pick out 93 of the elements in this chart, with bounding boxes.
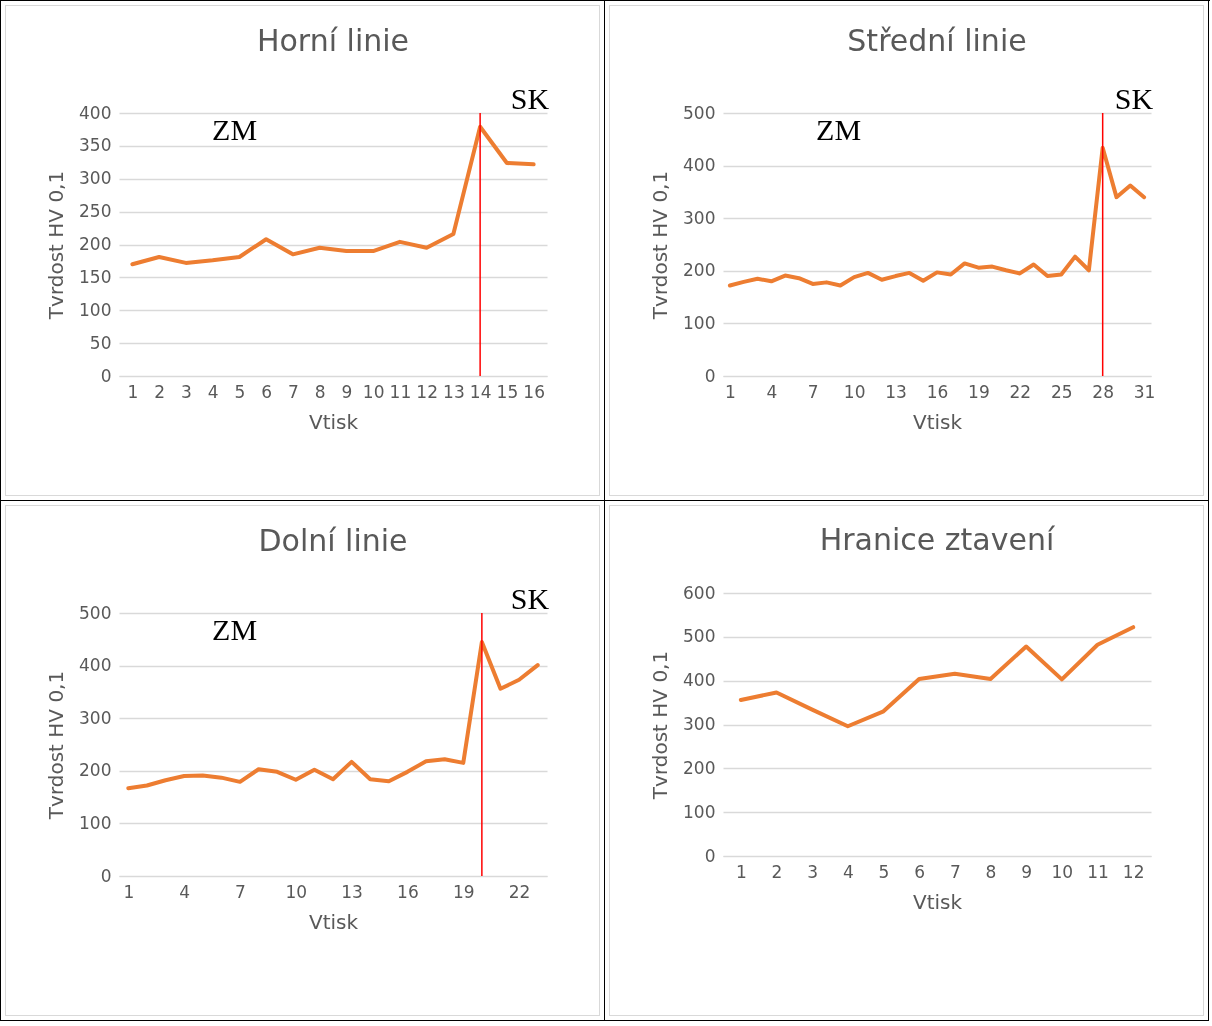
y-tick-label: 150 [79,266,112,287]
x-tick-label: 3 [807,861,819,882]
chart-title: Hranice ztavení [819,522,1056,557]
y-tick-label: 400 [683,155,716,176]
x-tick-label: 22 [1009,381,1032,402]
x-tick-label: 6 [914,861,926,882]
annotation: SK [1114,81,1154,115]
x-tick-label: 3 [180,381,192,402]
x-tick-label: 6 [261,381,273,402]
x-tick-label: 8 [985,861,997,882]
x-tick-label: 4 [207,381,219,402]
y-tick-label: 400 [683,670,716,691]
x-tick-label: 8 [314,381,326,402]
x-tick-label: 10 [843,381,866,402]
annotation: ZM [212,113,258,147]
annotation: SK [510,581,550,615]
x-tick-label: 14 [469,381,492,402]
x-tick-label: 19 [968,381,990,402]
x-tick-label: 10 [1051,861,1074,882]
y-axis-title: Tvrdost HV 0,1 [44,670,69,821]
x-tick-label: 15 [496,381,519,402]
y-tick-label: 500 [79,602,112,623]
y-tick-label: 200 [79,234,112,254]
annotation: ZM [816,113,862,147]
x-tick-label: 1 [724,381,736,402]
y-tick-label: 600 [683,582,716,603]
x-axis-title: Vtisk [308,909,359,934]
x-tick-label: 12 [416,381,438,402]
y-tick-label: 250 [79,201,112,222]
y-tick-label: 300 [683,714,716,734]
y-tick-label: 100 [79,812,112,833]
y-tick-label: 200 [79,760,112,781]
x-tick-label: 5 [234,381,246,402]
x-tick-label: 7 [235,881,246,902]
x-tick-label: 7 [807,381,819,402]
y-tick-label: 350 [79,135,112,156]
y-tick-label: 0 [704,365,716,386]
x-tick-label: 10 [285,881,308,902]
x-tick-label: 1 [127,381,139,402]
x-tick-label: 7 [287,381,299,402]
x-tick-label: 10 [362,381,385,402]
y-tick-label: 200 [683,757,716,778]
x-tick-label: 16 [523,381,545,402]
x-tick-label: 1 [123,881,135,902]
y-tick-label: 100 [683,312,716,333]
x-tick-label: 4 [179,881,191,902]
x-tick-label: 13 [341,881,363,902]
y-tick-label: 400 [79,655,112,676]
x-tick-label: 16 [926,381,949,402]
y-tick-label: 100 [79,299,112,320]
x-tick-label: 19 [452,881,475,902]
y-axis-title: Tvrdost HV 0,1 [648,650,673,801]
chart-title: Horní linie [256,22,410,58]
x-tick-label: 4 [766,381,778,402]
x-tick-label: 1 [735,861,747,882]
x-tick-label: 11 [389,381,412,402]
x-tick-label: 16 [397,881,419,902]
y-tick-label: 500 [683,102,716,123]
x-axis-title: Vtisk [912,409,963,434]
x-tick-label: 25 [1050,381,1073,402]
x-tick-label: 12 [1122,861,1145,882]
y-tick-label: 200 [683,260,716,281]
x-tick-label: 9 [1021,861,1033,882]
annotation: ZM [212,613,258,647]
y-tick-label: 0 [100,365,112,386]
y-tick-label: 500 [683,626,716,647]
x-tick-label: 9 [341,381,353,402]
y-tick-label: 300 [79,707,112,728]
y-tick-label: 0 [100,865,112,886]
x-tick-label: 4 [842,861,854,882]
x-tick-label: 28 [1092,381,1114,402]
x-tick-label: 13 [885,381,907,402]
y-tick-label: 50 [89,332,112,353]
chart-title: Dolní linie [258,522,408,558]
y-axis-title: Tvrdost HV 0,1 [648,170,673,321]
x-tick-label: 31 [1133,381,1156,402]
y-tick-label: 0 [704,845,716,866]
x-tick-label: 13 [443,381,465,402]
x-tick-label: 11 [1087,861,1109,882]
chart-title: Střední linie [847,22,1027,58]
y-tick-label: 400 [79,102,112,123]
y-axis-title: Tvrdost HV 0,1 [44,170,69,321]
annotation: SK [510,81,550,115]
x-axis-title: Vtisk [308,409,359,434]
y-tick-label: 100 [683,801,716,822]
x-tick-label: 5 [878,861,890,882]
x-axis-title: Vtisk [912,889,963,914]
x-tick-label: 7 [949,861,961,882]
x-tick-label: 2 [771,861,783,882]
x-tick-label: 2 [154,381,166,402]
y-tick-label: 300 [683,207,716,228]
x-tick-label: 22 [508,881,531,902]
y-tick-label: 300 [79,168,112,189]
